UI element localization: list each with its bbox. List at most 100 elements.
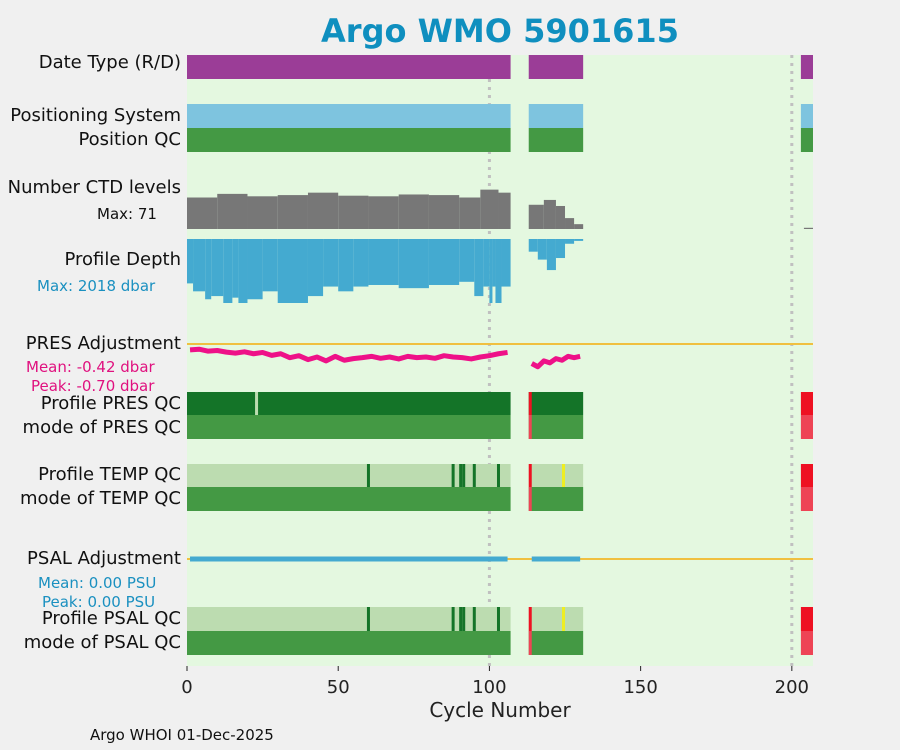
mode-temp-qc-bar-0: [187, 487, 511, 511]
profile-depth-bar-20: [489, 239, 493, 303]
profile-temp-qc-bar-0: [187, 464, 511, 487]
x-tick-label-200: 200: [775, 677, 809, 698]
profile-depth-bar-18: [474, 239, 484, 297]
ctd-levels-bar-7: [398, 194, 429, 229]
mode-temp-qc-bar-1: [528, 487, 584, 511]
profile-psal-qc-flag-2: [459, 607, 463, 631]
profile-psal-qc-bar-0: [187, 607, 511, 631]
position-qc-bar-2: [800, 128, 813, 152]
footer-credit: Argo WHOI 01-Dec-2025: [90, 726, 274, 744]
ctd-levels-bar-9: [459, 197, 481, 229]
profile-depth-bar-6: [238, 239, 248, 303]
x-tick-label-100: 100: [472, 677, 506, 698]
mode-temp-qc-flag-0: [528, 487, 532, 511]
label-pres-adjustment: PRES Adjustment: [25, 333, 181, 354]
profile-depth-bar-22: [495, 239, 502, 303]
label-profile-temp-qc: Profile TEMP QC: [38, 464, 181, 485]
ctd-levels-bar-10: [480, 189, 499, 229]
profile-pres-qc-bar-0: [187, 392, 511, 415]
mode-pres-qc-flag-0: [528, 415, 532, 439]
profile-pres-qc-flag-0: [255, 392, 259, 415]
profile-depth-bar-0: [187, 239, 194, 284]
profile-depth-bar-9: [277, 239, 308, 303]
profile-depth-bar-19: [483, 239, 490, 287]
profile-depth-bar-1: [193, 239, 206, 292]
ctd-levels-bar-2: [247, 196, 278, 229]
pres-adjustment-series-0: [189, 346, 508, 364]
profile-temp-qc-flag-4: [472, 464, 476, 487]
psal-peak-label: Peak: 0.00 PSU: [42, 593, 156, 611]
mode-pres-qc-bar-2: [800, 415, 813, 439]
label-profile-pres-qc: Profile PRES QC: [40, 393, 181, 414]
profile-depth-bar-7: [247, 239, 263, 300]
ctd-max-label: Max: 71: [97, 205, 157, 223]
ctd-levels-bar-3: [277, 195, 308, 229]
profile-depth-bar-27: [555, 239, 566, 259]
position-qc-bar-0: [187, 128, 511, 152]
profile-temp-qc-flag-1: [451, 464, 455, 487]
profile-psal-qc-flag-4: [472, 607, 476, 631]
mode-psal-qc-flag-0: [528, 631, 532, 655]
ctd-levels-bar-5: [338, 195, 369, 229]
ctd-levels-bar-0: [187, 197, 218, 229]
profile-depth-bar-12: [338, 239, 354, 292]
x-tick-label-50: 50: [327, 677, 350, 698]
profile-depth-bar-13: [353, 239, 369, 287]
profile-depth-bar-16: [428, 239, 460, 285]
x-tick-label-150: 150: [623, 677, 657, 698]
profile-depth-bar-21: [492, 239, 496, 287]
ctd-levels-bar-15: [565, 218, 575, 229]
ctd-levels-bar-13: [543, 199, 556, 229]
profile-depth-bar-23: [501, 239, 511, 287]
profile-depth-bar-4: [223, 239, 233, 303]
profile-depth-bar-29: [574, 239, 584, 241]
ctd-levels-bar-14: [555, 205, 566, 229]
pres-mean-label: Mean: -0.42 dbar: [26, 358, 155, 376]
profile-psal-qc-flag-5: [496, 607, 500, 631]
date-type-bar-2: [800, 55, 813, 79]
profile-temp-qc-flag-7: [562, 464, 566, 487]
x-axis-label: Cycle Number: [429, 698, 571, 722]
label-mode-pres-qc: mode of PRES QC: [22, 417, 181, 438]
profile-pres-qc-bar-1: [528, 392, 584, 415]
label-date-type: Date Type (R/D): [38, 52, 181, 73]
profile-depth-bar-28: [565, 239, 575, 244]
profile-pres-qc-bar-2: [800, 392, 813, 415]
profile-temp-qc-flag-2: [459, 464, 463, 487]
date-type-bar-1: [528, 55, 584, 79]
profile-depth-bar-11: [323, 239, 339, 287]
profile-psal-qc-flag-7: [562, 607, 566, 631]
depth-max-label: Max: 2018 dbar: [37, 277, 156, 295]
profile-depth-bar-17: [459, 239, 475, 282]
x-tick-label-0: 0: [181, 677, 192, 698]
positioning-system-bar-0: [187, 104, 511, 128]
profile-depth-bar-25: [537, 239, 547, 260]
profile-depth-bar-10: [307, 239, 324, 297]
label-positioning-system: Positioning System: [10, 105, 181, 126]
plot-background: [187, 55, 813, 666]
profile-depth-bar-26: [546, 239, 556, 271]
profile-temp-qc-flag-5: [496, 464, 500, 487]
label-profile-depth: Profile Depth: [64, 249, 181, 270]
profile-psal-qc-flag-3: [462, 607, 466, 631]
positioning-system-bar-1: [528, 104, 584, 128]
label-mode-temp-qc: mode of TEMP QC: [19, 488, 181, 509]
profile-depth-bar-3: [211, 239, 224, 297]
profile-psal-qc-bar-2: [800, 607, 813, 631]
ctd-levels-bar-1: [217, 193, 248, 229]
position-qc-bar-1: [528, 128, 584, 152]
psal-mean-label: Mean: 0.00 PSU: [38, 574, 157, 592]
profile-depth-bar-15: [398, 239, 429, 289]
ctd-levels-bar-16: [574, 224, 584, 229]
mode-pres-qc-bar-0: [187, 415, 511, 439]
chart-title: Argo WMO 5901615: [321, 12, 679, 50]
mode-temp-qc-bar-2: [800, 487, 813, 511]
profile-temp-qc-bar-2: [800, 464, 813, 487]
profile-psal-qc-flag-1: [451, 607, 455, 631]
pres-peak-label: Peak: -0.70 dbar: [31, 377, 155, 395]
profile-temp-qc-bar-1: [528, 464, 584, 487]
ctd-levels-bar-8: [428, 195, 460, 229]
ctd-levels-bar-11: [498, 192, 511, 229]
mode-psal-qc-bar-0: [187, 631, 511, 655]
